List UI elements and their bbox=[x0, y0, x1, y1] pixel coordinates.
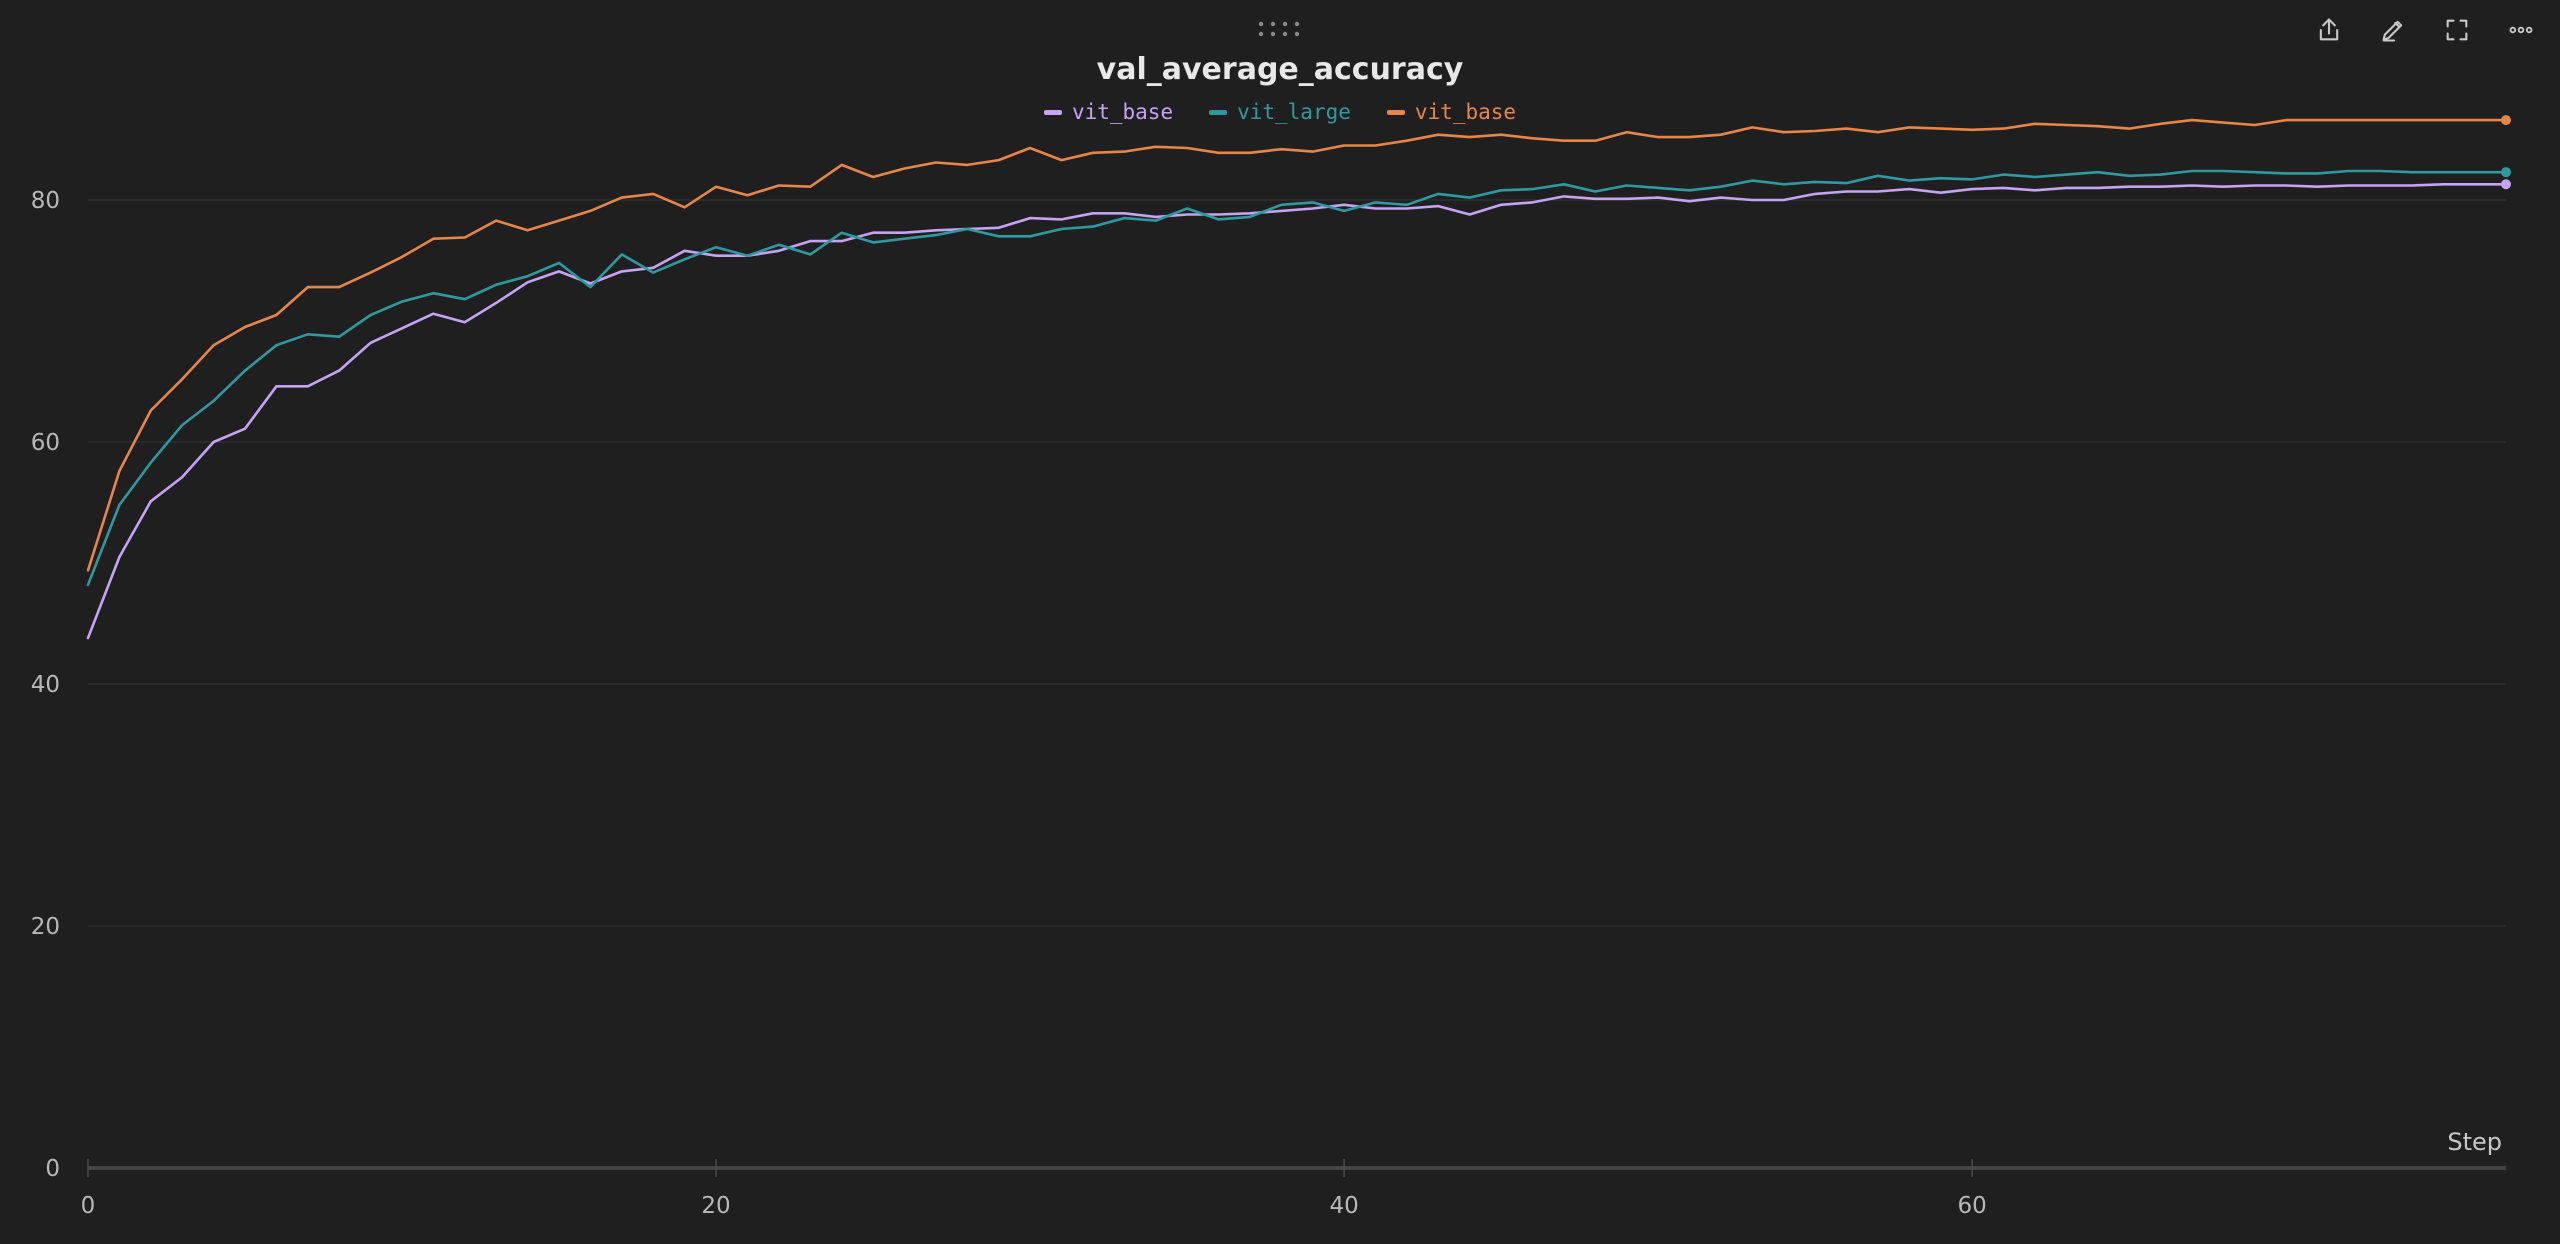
chart-title: val_average_accuracy bbox=[1096, 52, 1464, 87]
legend-label: vit_large bbox=[1237, 100, 1351, 124]
grid-lines bbox=[88, 199, 2506, 927]
panel-toolbar bbox=[2302, 12, 2548, 48]
y-tick-label: 80 bbox=[31, 188, 60, 214]
share-button[interactable] bbox=[2302, 12, 2356, 48]
y-tick-label: 60 bbox=[31, 430, 60, 456]
series-end-point bbox=[2501, 167, 2511, 178]
y-tick-label: 0 bbox=[45, 1156, 60, 1182]
legend-item[interactable]: vit_base bbox=[1043, 100, 1174, 124]
x-tick-label: 60 bbox=[1958, 1193, 1987, 1219]
chart-legend: vit_base vit_large vit_base bbox=[0, 100, 2560, 124]
y-tick-label: 20 bbox=[31, 914, 60, 940]
axes: 0 20 40 60 80 0 20 40 60 bbox=[31, 188, 2506, 1219]
series-line-vit_large-1[interactable] bbox=[86, 169, 2508, 587]
share-icon bbox=[2319, 18, 2339, 41]
series-end-point bbox=[2501, 115, 2511, 126]
edit-icon bbox=[2382, 20, 2403, 42]
fullscreen-icon bbox=[2446, 19, 2468, 41]
series-line-vit_base-2[interactable] bbox=[86, 118, 2508, 572]
legend-swatch bbox=[1386, 109, 1405, 115]
edit-button[interactable] bbox=[2366, 12, 2420, 48]
legend-label: vit_base bbox=[1071, 100, 1174, 124]
y-tick-label: 40 bbox=[31, 672, 60, 698]
legend-item[interactable]: vit_base bbox=[1386, 100, 1517, 124]
legend-swatch bbox=[1209, 109, 1228, 115]
legend-item[interactable]: vit_large bbox=[1209, 100, 1351, 124]
fullscreen-button[interactable] bbox=[2430, 12, 2484, 48]
x-axis-title: Step bbox=[2447, 1128, 2502, 1156]
x-tick-label: 20 bbox=[701, 1193, 730, 1219]
x-tick-label: 40 bbox=[1329, 1193, 1358, 1219]
series-lines bbox=[86, 115, 2511, 640]
drag-handle-icon[interactable] bbox=[1257, 20, 1303, 38]
legend-label: vit_base bbox=[1414, 100, 1517, 124]
series-line-vit_base-0[interactable] bbox=[86, 183, 2508, 640]
legend-swatch bbox=[1043, 109, 1062, 115]
x-tick-label: 0 bbox=[81, 1193, 96, 1219]
more-icon bbox=[2509, 26, 2533, 34]
more-button[interactable] bbox=[2494, 12, 2548, 48]
series-end-point bbox=[2501, 179, 2511, 190]
